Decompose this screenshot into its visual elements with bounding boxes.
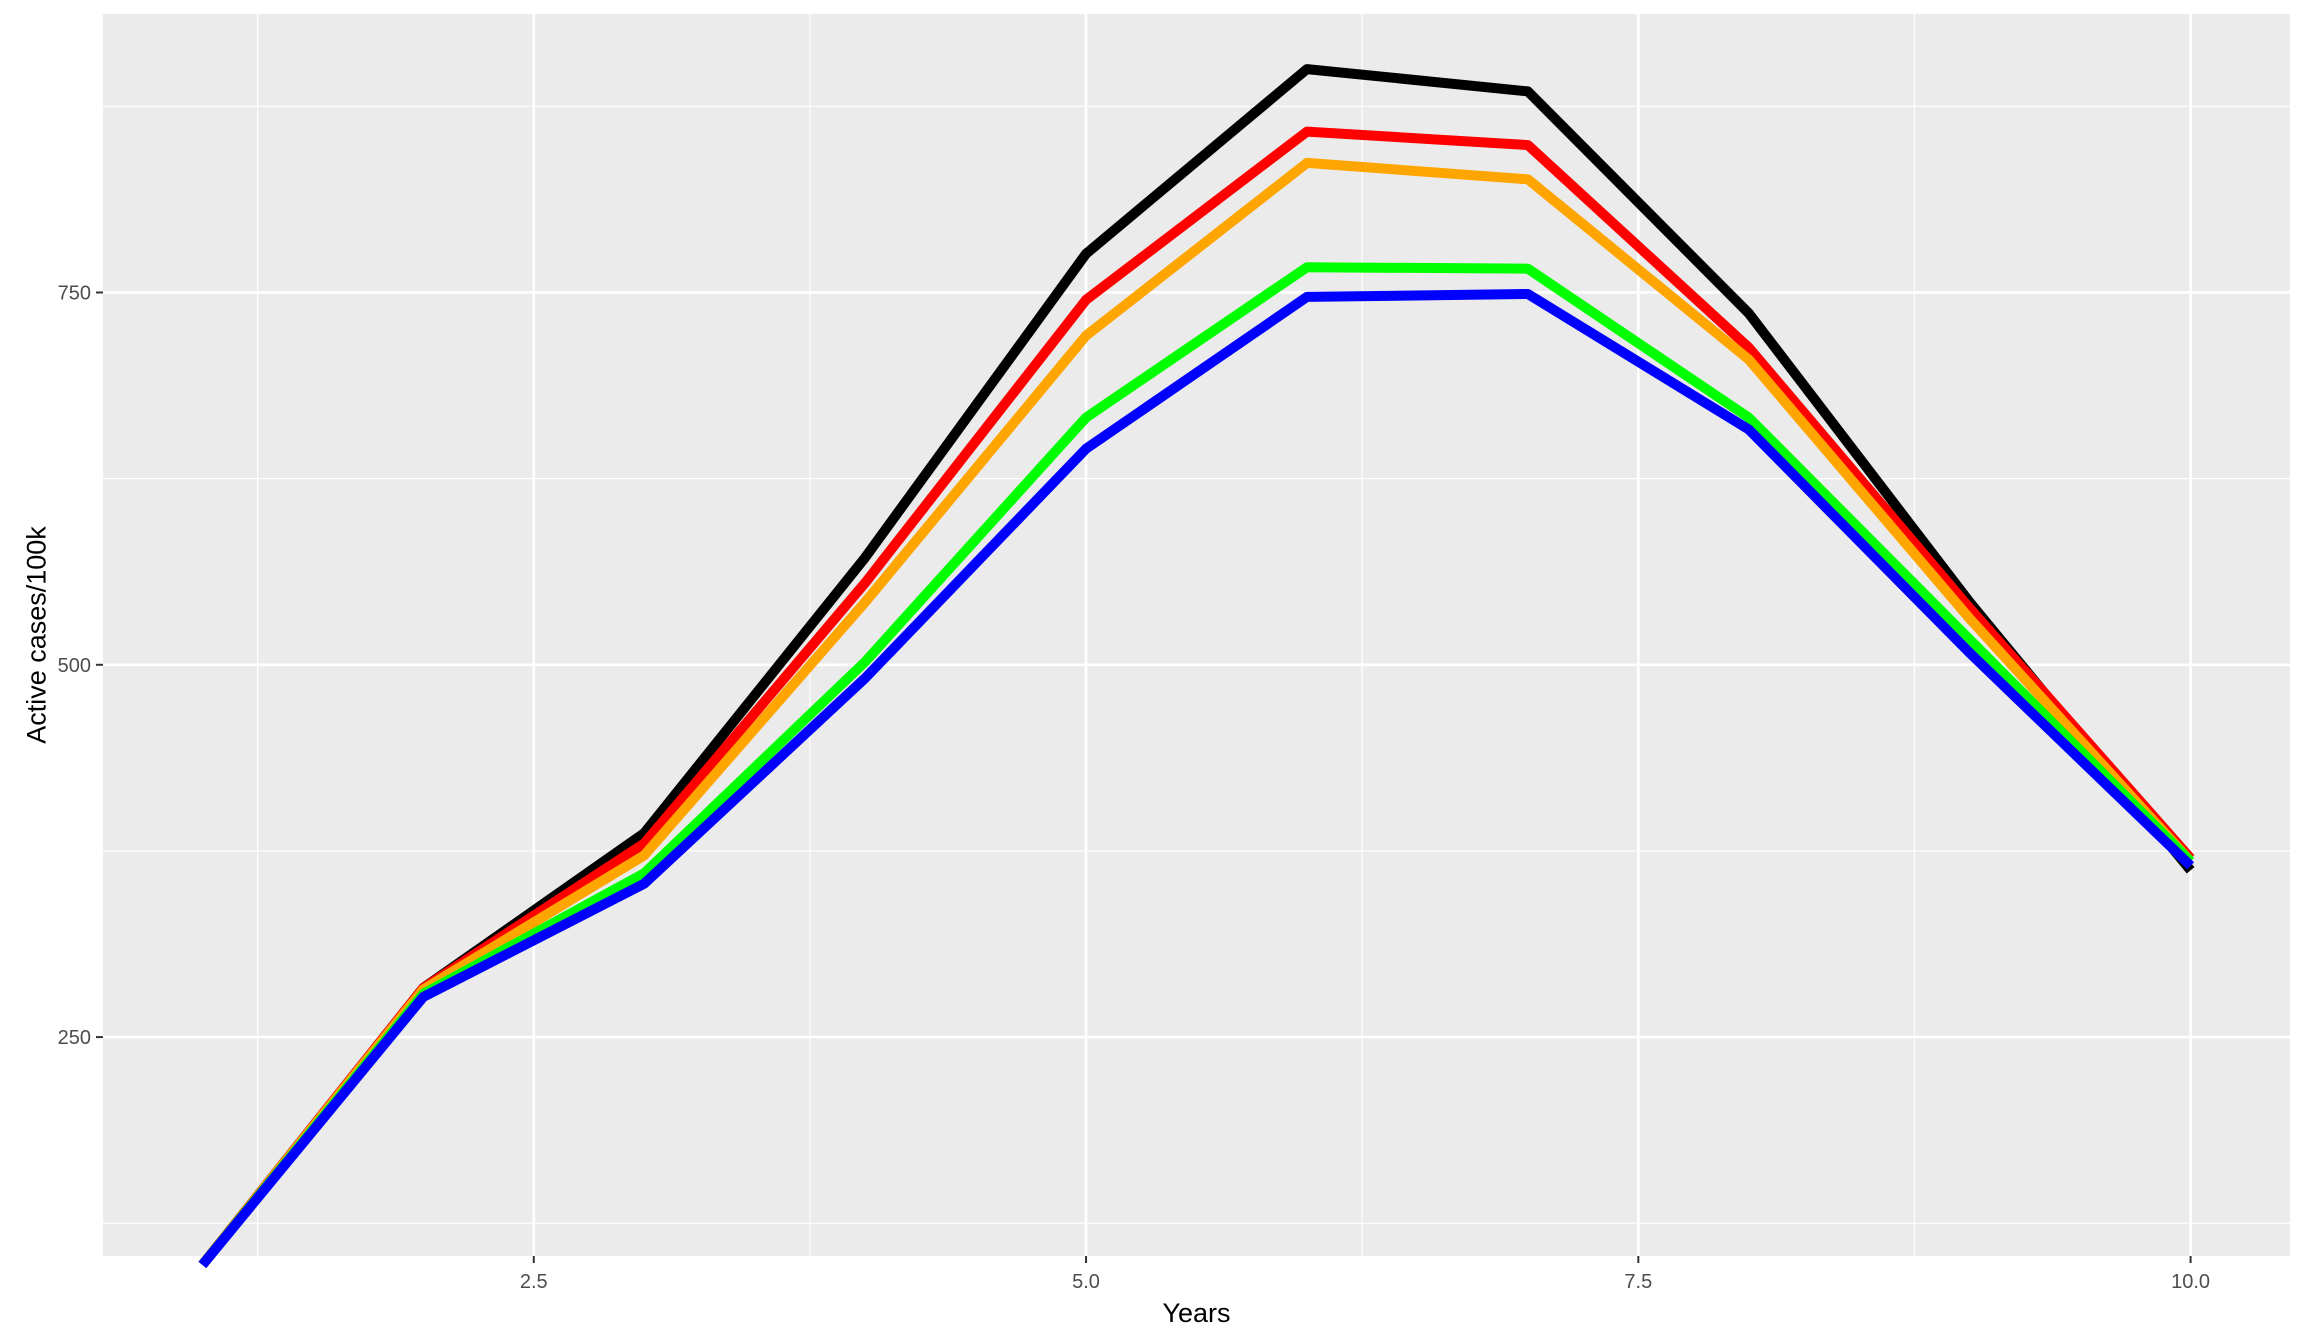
major-gridlines [103, 14, 2290, 1256]
series-lines [198, 64, 2195, 1269]
x-axis-title: Years [1162, 1298, 1230, 1328]
axis-ticks [96, 291, 2192, 1263]
series-line-2 [198, 126, 2195, 1269]
x-tick-label: 7.5 [1624, 1271, 1652, 1293]
x-tick-label: 5.0 [1072, 1271, 1100, 1293]
y-axis-title: Active cases/100k [21, 526, 51, 744]
x-tick-label: 10.0 [2171, 1271, 2210, 1293]
y-tick-label: 750 [58, 282, 91, 304]
series-line-3 [198, 157, 2195, 1269]
tick-labels: 2.5 5.0 7.5 10.0 250 500 750 [58, 282, 2210, 1293]
y-tick-label: 500 [58, 655, 91, 677]
x-tick-label: 2.5 [520, 1271, 548, 1293]
series-line-4 [198, 262, 2195, 1269]
y-tick-label: 250 [58, 1027, 91, 1049]
series-line-5 [198, 289, 2195, 1269]
minor-gridlines [103, 14, 2290, 1256]
